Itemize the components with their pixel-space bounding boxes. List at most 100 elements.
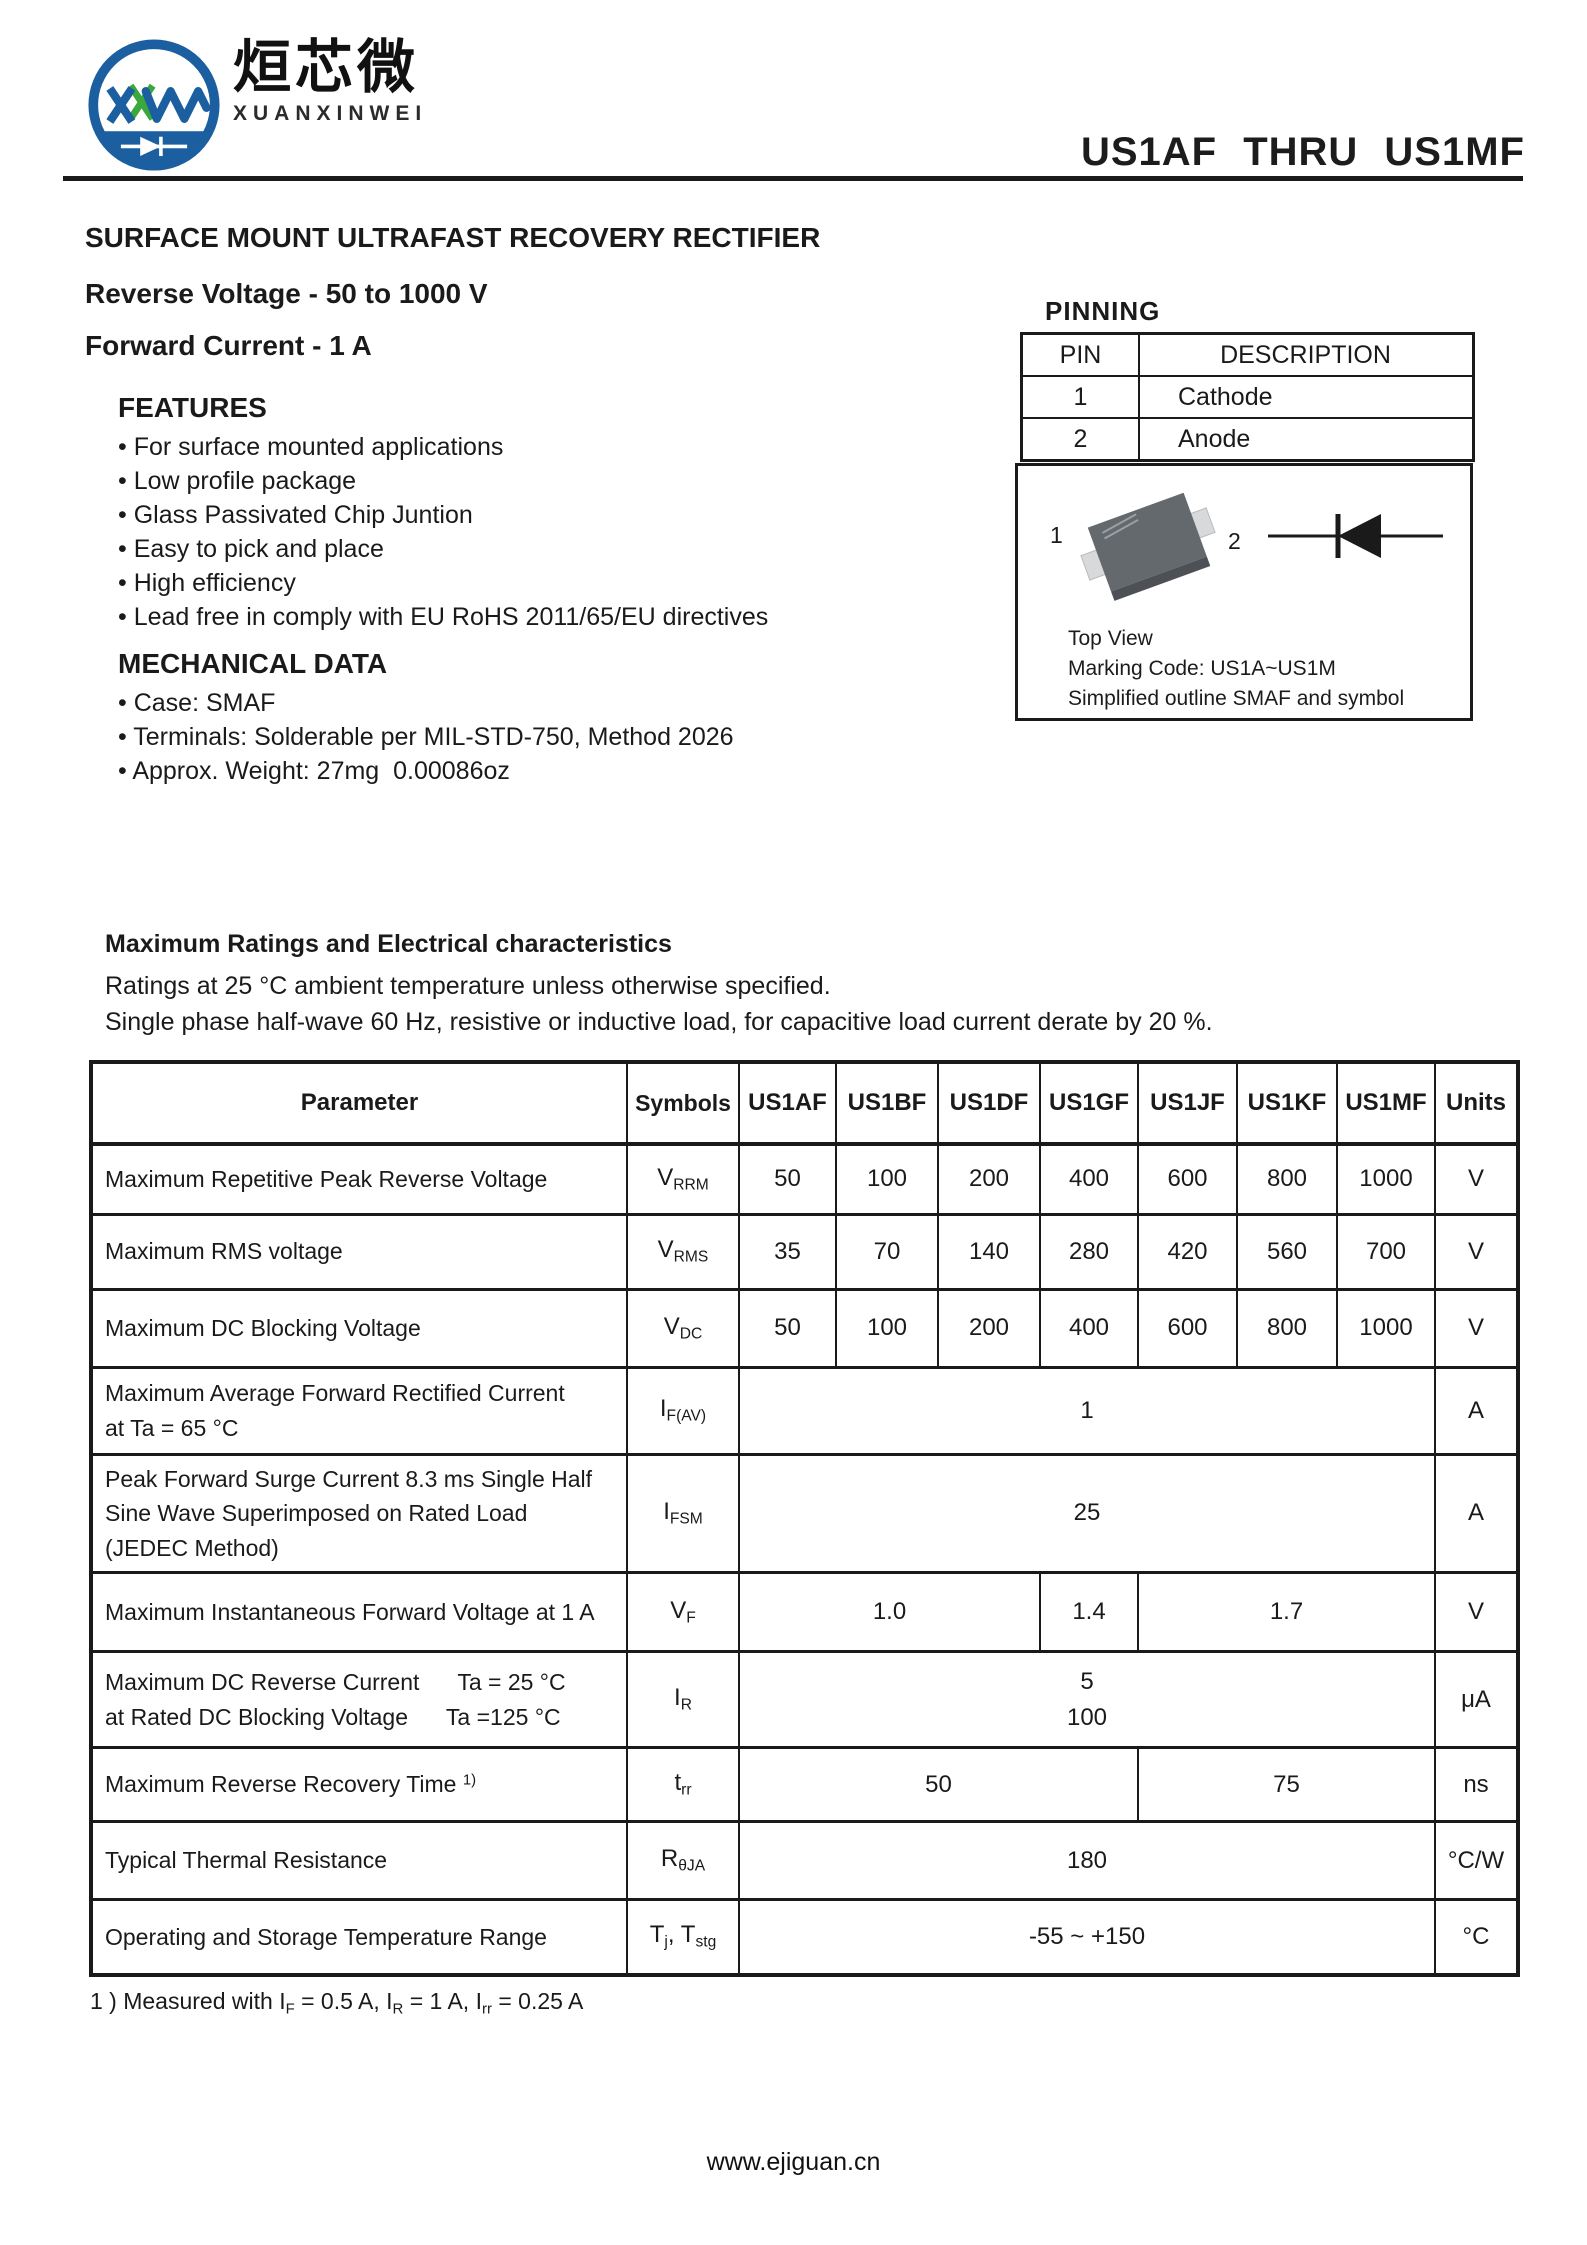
column-header: US1AF (738, 1060, 837, 1146)
characteristics-row: Maximum RMS voltage VRMS 35 70 140 280 420 560 7… (90, 1212, 1519, 1291)
product-title: SURFACE MOUNT ULTRAFAST RECOVERY RECTIFI… (85, 222, 821, 253)
value-cell: 420 (1137, 1212, 1238, 1291)
column-header: Units (1434, 1060, 1519, 1146)
characteristics-row: Maximum DC Blocking Voltage VDC 50 100 200 40… (90, 1287, 1519, 1369)
value-cell: 280 (1039, 1212, 1139, 1291)
footnote: 1 ) Measured with IF = 0.5 A, IR = 1 A, … (90, 1988, 584, 2018)
characteristics-table-body: Maximum Repetitive Peak Reverse Voltage V… (90, 1142, 1519, 1976)
value-cell: 100 (835, 1287, 939, 1369)
parameter-cell: Maximum RMS voltage (90, 1212, 628, 1291)
units-cell: °C/W (1434, 1820, 1519, 1901)
pin-number-cell: 1 (1020, 375, 1140, 419)
value-cell: 1000 (1336, 1287, 1436, 1369)
ratings-note-1: Ratings at 25 °C ambient temperature unl… (105, 972, 831, 1000)
symbol-cell: Tj, Tstg (626, 1898, 740, 1976)
units-cell: V (1434, 1287, 1519, 1369)
package-outline-box: 1 2 Top View Marking Code: US1A~US1M Sim… (1015, 463, 1473, 721)
column-header: US1DF (937, 1060, 1041, 1146)
value-cell: 1.4 (1039, 1571, 1139, 1653)
features-list: For surface mounted applicationsLow prof… (118, 430, 769, 634)
units-cell: ns (1434, 1746, 1519, 1823)
characteristics-table-head: Parameter Symbols US1AF US1BF US1DF US1GF US1J… (90, 1060, 1519, 1146)
parameter-cell: Operating and Storage Temperature Range (90, 1898, 628, 1976)
smaf-package-image (1080, 492, 1216, 601)
units-cell: μA (1434, 1650, 1519, 1749)
value-cell: 600 (1137, 1287, 1238, 1369)
value-cell: 180 (738, 1820, 1436, 1901)
value-cell: 800 (1236, 1287, 1338, 1369)
logo-text: 烜芯微 XUANXINWEI (233, 36, 427, 126)
value-cell: 25 (738, 1452, 1436, 1574)
value-cell: 700 (1336, 1212, 1436, 1291)
pin-number-cell: 2 (1020, 417, 1140, 462)
bullet-item: Low profile package (118, 464, 768, 498)
value-cell: 70 (835, 1212, 939, 1291)
ratings-heading: Maximum Ratings and Electrical character… (105, 930, 672, 958)
parameter-cell: Maximum Repetitive Peak Reverse Voltage (90, 1142, 628, 1216)
value-cell: 560 (1236, 1212, 1338, 1291)
value-cell: 140 (937, 1212, 1041, 1291)
units-cell: °C (1434, 1898, 1519, 1976)
company-name-cn: 烜芯微 (233, 35, 420, 100)
symbol-cell: IR (626, 1650, 740, 1749)
company-name-en: XUANXINWEI (233, 102, 428, 125)
package-caption: Top View Marking Code: US1A~US1M Simplif… (1068, 627, 1405, 710)
value-cell: 100 (835, 1142, 939, 1216)
diode-symbol-icon (1268, 514, 1443, 558)
bullet-item: Approx. Weight: 27mg 0.00086oz (118, 754, 734, 788)
value-cell: 1.0 (738, 1571, 1041, 1653)
description-column-header: DESCRIPTION (1138, 332, 1475, 377)
symbol-cell: VRRM (626, 1142, 740, 1216)
forward-current-line: Forward Current - 1 A (85, 330, 372, 361)
units-cell: A (1434, 1365, 1519, 1456)
value-cell: 1 (738, 1365, 1436, 1456)
characteristics-row: Peak Forward Surge Current 8.3 ms Single… (90, 1452, 1519, 1574)
bullet-item: High efficiency (118, 566, 768, 600)
pin-description-cell: Cathode (1138, 375, 1475, 419)
value-cell: 50 (738, 1746, 1139, 1823)
features-heading: FEATURES (118, 392, 267, 423)
value-cell: 1000 (1336, 1142, 1436, 1216)
value-cell: 35 (738, 1212, 837, 1291)
value-cell: 400 (1039, 1287, 1139, 1369)
pinning-table-body: 1 Cathode 2 Anode (1020, 375, 1475, 462)
bullet-item: Lead free in comply with EU RoHS 2011/65… (118, 600, 769, 634)
website-url: www.ejiguan.cn (706, 2148, 881, 2176)
value-cell: 400 (1039, 1142, 1139, 1216)
pin-description-cell: Anode (1138, 417, 1475, 462)
electrical-characteristics-table: Parameter Symbols US1AF US1BF US1DF US1GF US1J… (89, 1060, 1520, 1977)
units-cell: V (1434, 1571, 1519, 1653)
characteristics-row: Operating and Storage Temperature Range T… (90, 1898, 1519, 1976)
bullet-item: Case: SMAF (118, 686, 734, 720)
units-cell: V (1434, 1142, 1519, 1216)
column-header: US1BF (835, 1060, 939, 1146)
value-cell: -55 ~ +150 (738, 1898, 1436, 1976)
characteristics-header-row: Parameter Symbols US1AF US1BF US1DF US1GF US1J… (90, 1060, 1519, 1146)
header-divider (63, 176, 1523, 181)
value-cell: 50 (738, 1287, 837, 1369)
ratings-note-2: Single phase half-wave 60 Hz, resistive … (105, 1008, 1213, 1036)
pin-column-header: PIN (1020, 332, 1140, 377)
value-cell: 200 (937, 1287, 1041, 1369)
parameter-cell: Peak Forward Surge Current 8.3 ms Single… (90, 1452, 628, 1574)
parameter-cell: Maximum Reverse Recovery Time 1) (90, 1746, 628, 1823)
characteristics-row: Maximum Repetitive Peak Reverse Voltage V… (90, 1142, 1519, 1216)
logo-mark-icon (88, 39, 220, 171)
pinning-row: 2 Anode (1020, 417, 1475, 462)
units-cell: V (1434, 1212, 1519, 1291)
value-cell: 75 (1137, 1746, 1436, 1823)
symbol-cell: IF(AV) (626, 1365, 740, 1456)
parameter-cell: Maximum Average Forward Rectified Curren… (90, 1365, 628, 1456)
parameter-cell: Maximum DC Reverse Current Ta = 25 °C at… (90, 1650, 628, 1749)
pinning-table: PIN DESCRIPTION 1 Cathode 2 Anode (1020, 332, 1475, 462)
bullet-item: Easy to pick and place (118, 532, 768, 566)
pinning-row: 1 Cathode (1020, 375, 1475, 419)
pinning-heading: PINNING (1045, 296, 1161, 326)
value-cell: 5 100 (738, 1650, 1436, 1749)
symbol-cell: VF (626, 1571, 740, 1653)
pinning-header-row: PIN DESCRIPTION (1020, 332, 1475, 377)
value-cell: 200 (937, 1142, 1041, 1216)
mechanical-data-list: Case: SMAFTerminals: Solderable per MIL-… (118, 686, 734, 788)
symbol-cell: VRMS (626, 1212, 740, 1291)
